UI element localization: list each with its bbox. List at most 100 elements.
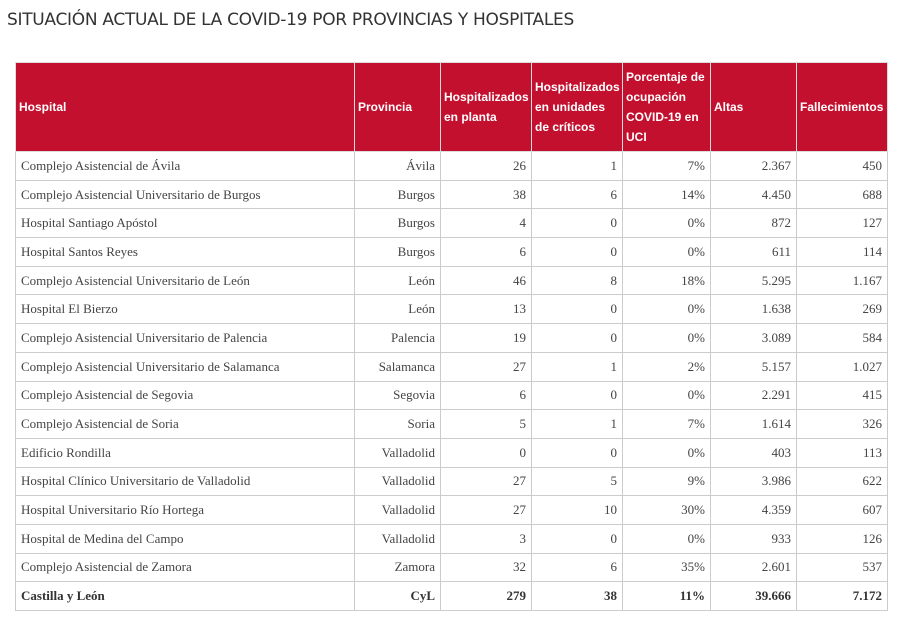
table-cell: 3 xyxy=(440,523,532,554)
table-cell: 2% xyxy=(622,351,711,382)
table-cell: Burgos xyxy=(354,237,441,267)
table-cell: 4.450 xyxy=(710,179,797,210)
table-cell: 2.367 xyxy=(710,151,797,181)
table-row: Hospital Clínico Universitario de Vallad… xyxy=(15,466,888,497)
table-cell: Salamanca xyxy=(354,351,441,382)
table-cell: 537 xyxy=(796,552,888,583)
column-header: Altas xyxy=(710,62,797,152)
table-cell: 0 xyxy=(531,323,623,353)
table-row: Hospital Santos Reyes Burgos 6 0 0% 611 114 xyxy=(15,237,888,267)
table-cell: 4 xyxy=(440,208,532,239)
header-row: Hospital Provincia Hospitalizados en plant… xyxy=(15,62,888,152)
total-row: Castilla y León CyL 279 38 11% 39.666 7.172 xyxy=(15,581,888,611)
column-header: Fallecimientos xyxy=(796,62,888,152)
table-cell: Valladolid xyxy=(354,495,441,525)
table-cell: 4.359 xyxy=(710,495,797,525)
table-cell: Palencia xyxy=(354,323,441,353)
data-table: Hospital Provincia Hospitalizados en plant… xyxy=(15,62,888,611)
table-cell: Hospital El Bierzo xyxy=(15,294,355,325)
table-cell: 35% xyxy=(622,552,711,583)
table-row: Complejo Asistencial Universitario de Le… xyxy=(15,265,888,296)
table-cell: 326 xyxy=(796,409,888,439)
table-cell: 0 xyxy=(531,294,623,325)
table-cell: 13 xyxy=(440,294,532,325)
table-cell: 46 xyxy=(440,265,532,296)
table-cell: 26 xyxy=(440,151,532,181)
table-row: Complejo Asistencial de Ávila Ávila 26 1 7% 2… xyxy=(15,151,888,181)
table-cell: 0% xyxy=(622,380,711,411)
table-cell: 1.638 xyxy=(710,294,797,325)
table-cell: 27 xyxy=(440,351,532,382)
table-cell: 7% xyxy=(622,151,711,181)
table-cell: 8 xyxy=(531,265,623,296)
table-cell: 415 xyxy=(796,380,888,411)
table-cell: Hospital Clínico Universitario de Vallad… xyxy=(15,466,355,497)
table-cell: 114 xyxy=(796,237,888,267)
table-cell: 5 xyxy=(440,409,532,439)
table-cell: Complejo Asistencial de Zamora xyxy=(15,552,355,583)
table-row: Complejo Asistencial de Zamora Zamora 32 6 3… xyxy=(15,552,888,583)
table-cell: 2.291 xyxy=(710,380,797,411)
table-row: Hospital de Medina del Campo Valladolid 3 0… xyxy=(15,523,888,554)
table-cell: 0% xyxy=(622,208,711,239)
table-cell: 0% xyxy=(622,237,711,267)
table-cell: 2.601 xyxy=(710,552,797,583)
table-cell: 5.157 xyxy=(710,351,797,382)
table-row: Hospital Santiago Apóstol Burgos 4 0 0% 872 12… xyxy=(15,208,888,239)
table-cell: León xyxy=(354,294,441,325)
table-cell: Valladolid xyxy=(354,466,441,497)
table-cell: 0% xyxy=(622,523,711,554)
table-cell: 3.986 xyxy=(710,466,797,497)
table-cell: Burgos xyxy=(354,179,441,210)
table-cell: 1 xyxy=(531,151,623,181)
table-cell: Zamora xyxy=(354,552,441,583)
table-cell: 10 xyxy=(531,495,623,525)
total-cell: 11% xyxy=(622,581,711,611)
table-cell: Burgos xyxy=(354,208,441,239)
table-cell: 872 xyxy=(710,208,797,239)
table-cell: Complejo Asistencial de Segovia xyxy=(15,380,355,411)
table-cell: 7% xyxy=(622,409,711,439)
table-cell: Complejo Asistencial Universitario de Bu… xyxy=(15,179,355,210)
table-cell: 933 xyxy=(710,523,797,554)
table-cell: 113 xyxy=(796,437,888,468)
table-cell: Segovia xyxy=(354,380,441,411)
table-cell: 0 xyxy=(531,237,623,267)
table-cell: 27 xyxy=(440,495,532,525)
table-row: Complejo Asistencial Universitario de Sa… xyxy=(15,351,888,382)
table-cell: Complejo Asistencial Universitario de Le… xyxy=(15,265,355,296)
table-row: Hospital El Bierzo León 13 0 0% 1.638 269 xyxy=(15,294,888,325)
table-row: Complejo Asistencial Universitario de Pa… xyxy=(15,323,888,353)
table-cell: 126 xyxy=(796,523,888,554)
table-cell: León xyxy=(354,265,441,296)
total-cell: Castilla y León xyxy=(15,581,355,611)
table-cell: 38 xyxy=(440,179,532,210)
table-cell: 403 xyxy=(710,437,797,468)
table-cell: Hospital Santos Reyes xyxy=(15,237,355,267)
total-cell: 38 xyxy=(531,581,623,611)
column-header: Hospitalizados en unidades de críticos xyxy=(531,62,623,152)
table-cell: 6 xyxy=(440,380,532,411)
table-cell: 607 xyxy=(796,495,888,525)
table-cell: 9% xyxy=(622,466,711,497)
table-cell: 6 xyxy=(440,237,532,267)
table-cell: Complejo Asistencial de Soria xyxy=(15,409,355,439)
table-cell: 32 xyxy=(440,552,532,583)
table-cell: 0% xyxy=(622,294,711,325)
table-cell: Valladolid xyxy=(354,437,441,468)
table-cell: 27 xyxy=(440,466,532,497)
table-cell: Ávila xyxy=(354,151,441,181)
total-cell: 39.666 xyxy=(710,581,797,611)
total-cell: 279 xyxy=(440,581,532,611)
column-header: Hospitalizados en planta xyxy=(440,62,532,152)
total-cell: CyL xyxy=(354,581,441,611)
table-cell: 5 xyxy=(531,466,623,497)
table-cell: Hospital Santiago Apóstol xyxy=(15,208,355,239)
table-cell: 6 xyxy=(531,552,623,583)
table-cell: 1 xyxy=(531,409,623,439)
table-cell: 1.167 xyxy=(796,265,888,296)
table-cell: Valladolid xyxy=(354,523,441,554)
table-row: Complejo Asistencial Universitario de Bu… xyxy=(15,179,888,210)
table-cell: 30% xyxy=(622,495,711,525)
